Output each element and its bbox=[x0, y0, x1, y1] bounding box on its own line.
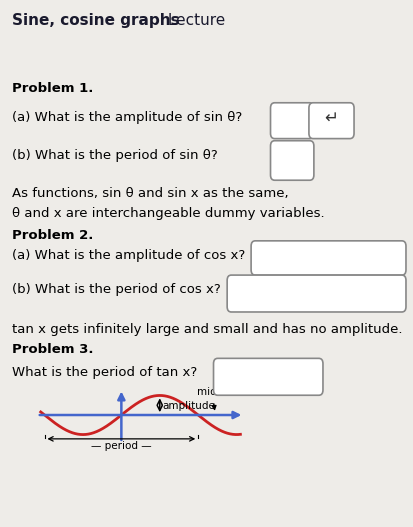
FancyBboxPatch shape bbox=[251, 241, 406, 275]
Text: (a) What is the amplitude of cos x?: (a) What is the amplitude of cos x? bbox=[12, 249, 246, 262]
Text: amplitude: amplitude bbox=[163, 401, 216, 411]
FancyBboxPatch shape bbox=[309, 103, 354, 139]
FancyBboxPatch shape bbox=[271, 141, 314, 180]
Text: tan x gets infinitely large and small and has no amplitude.: tan x gets infinitely large and small an… bbox=[12, 323, 403, 336]
Text: What is the period of tan x?: What is the period of tan x? bbox=[12, 366, 198, 379]
Text: θ and x are interchangeable dummy variables.: θ and x are interchangeable dummy variab… bbox=[12, 207, 325, 220]
Text: Problem 2.: Problem 2. bbox=[12, 229, 94, 242]
Text: (a) What is the amplitude of sin θ?: (a) What is the amplitude of sin θ? bbox=[12, 111, 243, 124]
Text: Problem 3.: Problem 3. bbox=[12, 343, 94, 356]
FancyBboxPatch shape bbox=[227, 275, 406, 312]
Text: ↵: ↵ bbox=[325, 109, 338, 127]
Text: midline: midline bbox=[197, 387, 235, 397]
Text: As functions, sin θ and sin x as the same,: As functions, sin θ and sin x as the sam… bbox=[12, 187, 289, 200]
FancyBboxPatch shape bbox=[214, 358, 323, 395]
Text: Problem 1.: Problem 1. bbox=[12, 82, 94, 95]
Text: Lecture: Lecture bbox=[163, 13, 225, 28]
Text: (b) What is the period of cos x?: (b) What is the period of cos x? bbox=[12, 283, 221, 296]
Text: — period —: — period — bbox=[91, 441, 152, 451]
FancyBboxPatch shape bbox=[271, 103, 314, 139]
Text: (b) What is the period of sin θ?: (b) What is the period of sin θ? bbox=[12, 149, 218, 162]
Text: Sine, cosine graphs: Sine, cosine graphs bbox=[12, 13, 180, 28]
